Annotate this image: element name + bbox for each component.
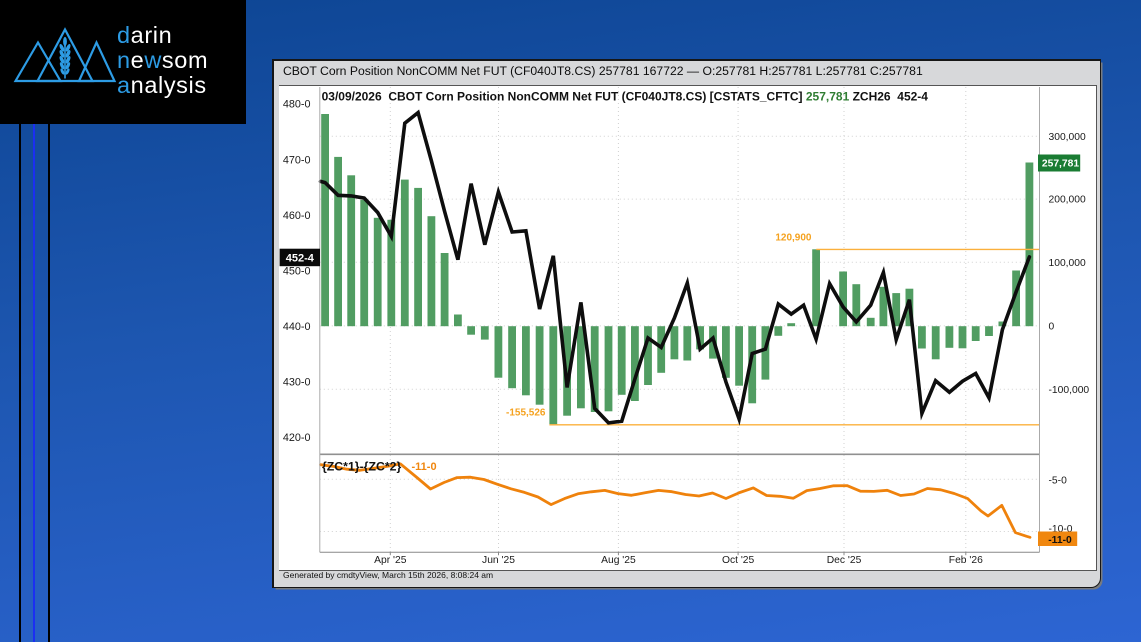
svg-text:-11-0: -11-0 — [1048, 535, 1072, 546]
svg-text:Apr '25: Apr '25 — [374, 555, 407, 566]
svg-text:-155,526: -155,526 — [506, 408, 546, 419]
svg-text:100,000: 100,000 — [1049, 258, 1086, 269]
svg-text:440-0: 440-0 — [283, 321, 311, 333]
svg-text:Dec '25: Dec '25 — [827, 555, 862, 566]
svg-text:200,000: 200,000 — [1049, 195, 1086, 206]
svg-text:0: 0 — [1049, 322, 1055, 333]
svg-text:300,000: 300,000 — [1049, 132, 1086, 143]
svg-text:Jun '25: Jun '25 — [482, 555, 515, 566]
svg-text:430-0: 430-0 — [283, 377, 311, 389]
svg-text:120,900: 120,900 — [775, 233, 812, 244]
svg-text:-10-0: -10-0 — [1049, 524, 1073, 535]
svg-text:257,781: 257,781 — [1042, 158, 1079, 169]
svg-text:Feb '26: Feb '26 — [949, 555, 983, 566]
svg-text:460-0: 460-0 — [283, 210, 311, 222]
svg-text:470-0: 470-0 — [283, 155, 311, 167]
svg-text:480-0: 480-0 — [283, 99, 311, 111]
svg-text:-5-0: -5-0 — [1049, 476, 1068, 487]
svg-text:Oct '25: Oct '25 — [722, 555, 755, 566]
svg-text:420-0: 420-0 — [283, 432, 311, 444]
svg-text:-11-0: -11-0 — [412, 461, 437, 473]
svg-text:-100,000: -100,000 — [1049, 385, 1090, 396]
svg-text:452-4: 452-4 — [286, 253, 315, 265]
svg-text:{ZC*1}-{ZC*2}: {ZC*1}-{ZC*2} — [322, 459, 401, 473]
svg-text:03/09/2026 CBOT Corn Position: 03/09/2026 CBOT Corn Position NonCOMM Ne… — [322, 90, 929, 104]
svg-text:450-0: 450-0 — [283, 266, 311, 278]
svg-text:Aug '25: Aug '25 — [601, 555, 636, 566]
